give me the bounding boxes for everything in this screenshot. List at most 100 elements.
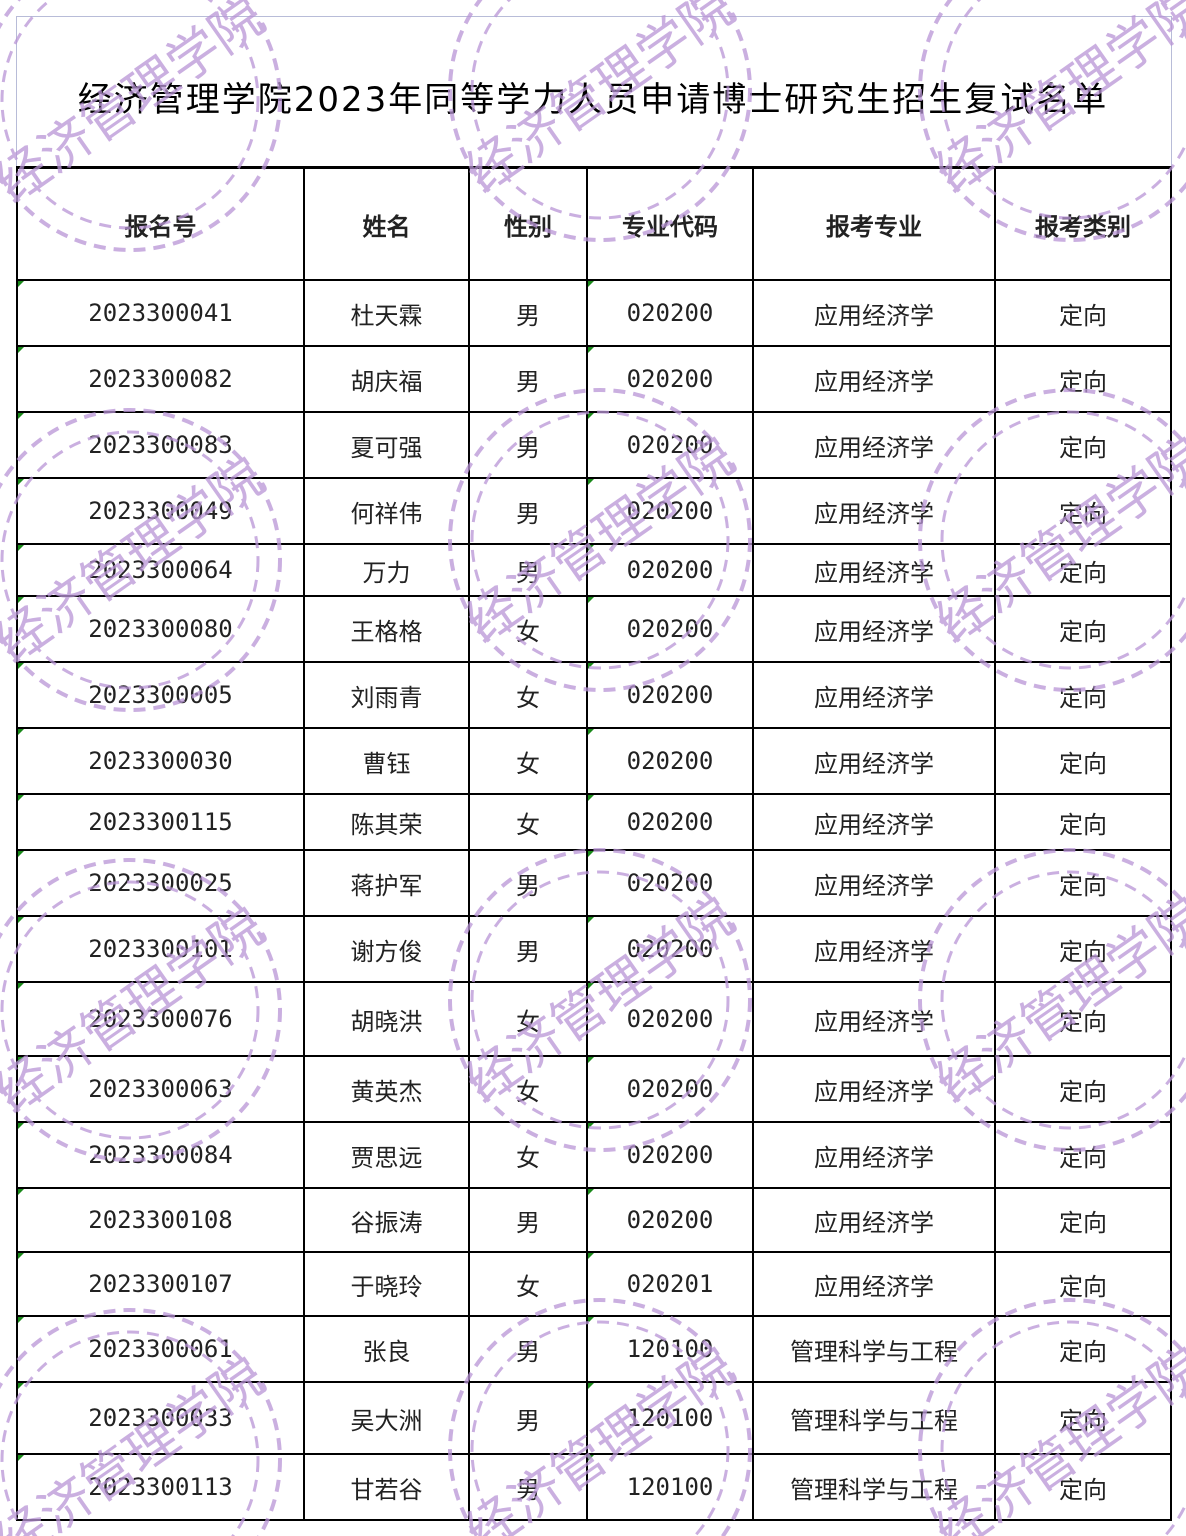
gender-cell: 男 [468, 1187, 588, 1253]
major-code-cell: 020200 [586, 915, 754, 983]
reg-number-cell: 2023300061 [16, 1315, 305, 1383]
header-cell: 专业代码 [586, 166, 754, 281]
category-cell: 定向 [994, 1315, 1172, 1383]
category-cell: 定向 [994, 411, 1172, 479]
page-title: 经济管理学院2023年同等学力人员申请博士研究生招生复试名单 [77, 80, 1109, 120]
name-cell: 谢方俊 [303, 915, 470, 983]
category-cell: 定向 [994, 1251, 1172, 1317]
name-cell: 于晓玲 [303, 1251, 470, 1317]
name-cell: 蒋护军 [303, 849, 470, 917]
gender-cell: 男 [468, 915, 588, 983]
major-code-cell: 020200 [586, 477, 754, 545]
header-cell: 报考专业 [752, 166, 996, 281]
major-code-cell: 120100 [586, 1381, 754, 1455]
reg-number-cell: 2023300005 [16, 661, 305, 729]
category-cell: 定向 [994, 981, 1172, 1057]
gender-cell: 男 [468, 477, 588, 545]
category-cell: 定向 [994, 1121, 1172, 1189]
major-code-cell: 020200 [586, 981, 754, 1057]
major-cell: 应用经济学 [752, 345, 996, 413]
category-cell: 定向 [994, 345, 1172, 413]
reg-number-cell: 2023300082 [16, 345, 305, 413]
major-cell: 应用经济学 [752, 477, 996, 545]
gender-cell: 女 [468, 1251, 588, 1317]
table-row: 2023300063 黄英杰女 020200 应用经济学 定向 [16, 1055, 1172, 1123]
category-cell: 定向 [994, 279, 1172, 347]
table-row: 2023300082 胡庆福男 020200 应用经济学 定向 [16, 345, 1172, 413]
name-cell: 黄英杰 [303, 1055, 470, 1123]
reg-number-cell: 2023300030 [16, 727, 305, 795]
category-cell: 定向 [994, 727, 1172, 795]
name-cell: 张良 [303, 1315, 470, 1383]
gender-cell: 女 [468, 1121, 588, 1189]
table-row: 2023300076 胡晓洪女 020200 应用经济学 定向 [16, 981, 1172, 1057]
name-cell: 胡庆福 [303, 345, 470, 413]
major-code-cell: 120100 [586, 1453, 754, 1521]
major-cell: 应用经济学 [752, 543, 996, 597]
gender-cell: 男 [468, 345, 588, 413]
gender-cell: 男 [468, 411, 588, 479]
major-code-cell: 020200 [586, 849, 754, 917]
table-row: 2023300115 陈其荣女 020200 应用经济学 定向 [16, 793, 1172, 851]
name-cell: 谷振涛 [303, 1187, 470, 1253]
major-code-cell: 020200 [586, 543, 754, 597]
name-cell: 贾思远 [303, 1121, 470, 1189]
table-row: 2023300083 夏可强男 020200 应用经济学 定向 [16, 411, 1172, 479]
major-code-cell: 020200 [586, 279, 754, 347]
reg-number-cell: 2023300101 [16, 915, 305, 983]
gender-cell: 女 [468, 981, 588, 1057]
major-cell: 应用经济学 [752, 1187, 996, 1253]
category-cell: 定向 [994, 477, 1172, 545]
category-cell: 定向 [994, 1453, 1172, 1521]
major-cell: 管理科学与工程 [752, 1381, 996, 1455]
major-code-cell: 020200 [586, 1187, 754, 1253]
major-code-cell: 020200 [586, 661, 754, 729]
table-row: 2023300025 蒋护军男 020200 应用经济学 定向 [16, 849, 1172, 917]
category-cell: 定向 [994, 661, 1172, 729]
major-cell: 应用经济学 [752, 1121, 996, 1189]
table-row: 2023300101 谢方俊男 020200 应用经济学 定向 [16, 915, 1172, 983]
major-cell: 应用经济学 [752, 727, 996, 795]
major-code-cell: 120100 [586, 1315, 754, 1383]
gender-cell: 男 [468, 1453, 588, 1521]
major-code-cell: 020200 [586, 1055, 754, 1123]
reg-number-cell: 2023300049 [16, 477, 305, 545]
major-cell: 应用经济学 [752, 279, 996, 347]
major-cell: 应用经济学 [752, 595, 996, 663]
reg-number-cell: 2023300108 [16, 1187, 305, 1253]
table-row: 2023300064 万力男 020200 应用经济学 定向 [16, 543, 1172, 597]
major-code-cell: 020200 [586, 1121, 754, 1189]
table-row: 2023300107 于晓玲女 020201 应用经济学 定向 [16, 1251, 1172, 1317]
name-cell: 甘若谷 [303, 1453, 470, 1521]
gender-cell: 女 [468, 595, 588, 663]
gender-cell: 男 [468, 1315, 588, 1383]
major-code-cell: 020200 [586, 411, 754, 479]
gender-cell: 男 [468, 849, 588, 917]
major-cell: 管理科学与工程 [752, 1315, 996, 1383]
name-cell: 王格格 [303, 595, 470, 663]
name-cell: 杜天霖 [303, 279, 470, 347]
major-code-cell: 020200 [586, 793, 754, 851]
reg-number-cell: 2023300084 [16, 1121, 305, 1189]
major-cell: 应用经济学 [752, 981, 996, 1057]
name-cell: 胡晓洪 [303, 981, 470, 1057]
major-cell: 管理科学与工程 [752, 1453, 996, 1521]
gender-cell: 男 [468, 1381, 588, 1455]
table-row: 2023300084 贾思远女 020200 应用经济学 定向 [16, 1121, 1172, 1189]
category-cell: 定向 [994, 1055, 1172, 1123]
category-cell: 定向 [994, 849, 1172, 917]
gender-cell: 女 [468, 727, 588, 795]
name-cell: 刘雨青 [303, 661, 470, 729]
category-cell: 定向 [994, 1187, 1172, 1253]
table-row: 2023300061 张良男 120100 管理科学与工程 定向 [16, 1315, 1172, 1383]
major-code-cell: 020201 [586, 1251, 754, 1317]
header-cell: 性别 [468, 166, 588, 281]
table-row: 2023300033 吴大洲男 120100 管理科学与工程 定向 [16, 1381, 1172, 1455]
reg-number-cell: 2023300041 [16, 279, 305, 347]
gender-cell: 女 [468, 1055, 588, 1123]
category-cell: 定向 [994, 915, 1172, 983]
reg-number-cell: 2023300076 [16, 981, 305, 1057]
name-cell: 万力 [303, 543, 470, 597]
gender-cell: 女 [468, 793, 588, 851]
reg-number-cell: 2023300033 [16, 1381, 305, 1455]
